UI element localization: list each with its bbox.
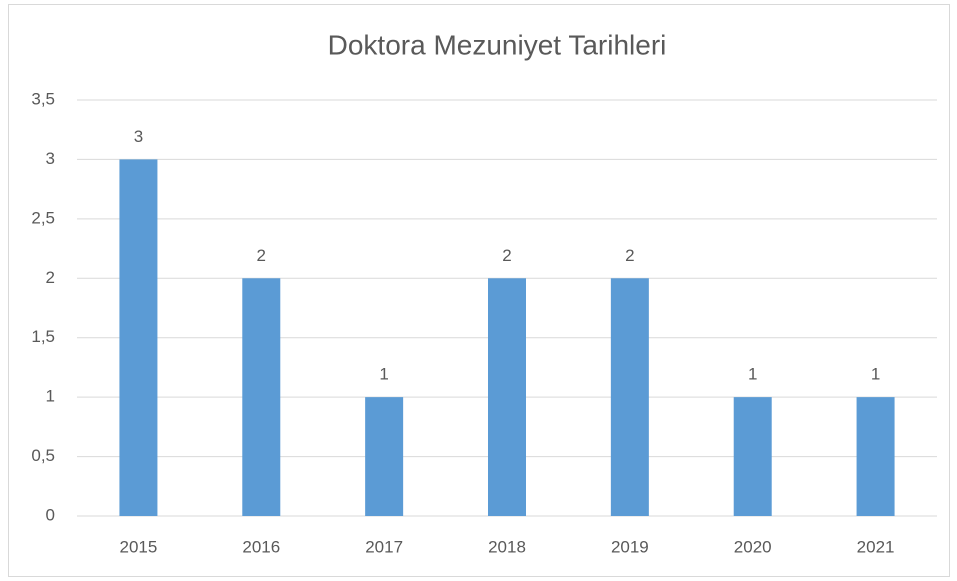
data-label: 1 [871, 365, 880, 384]
x-tick-label: 2017 [365, 537, 403, 556]
y-tick-label: 3 [46, 149, 55, 168]
bar [488, 278, 526, 516]
bar [733, 397, 772, 516]
bar [365, 397, 404, 516]
x-tick-label: 2016 [242, 537, 280, 556]
x-tick-label: 2021 [857, 537, 895, 556]
data-label: 1 [748, 365, 757, 384]
x-tick-label: 2018 [488, 537, 526, 556]
bar [119, 159, 158, 516]
y-tick-label: 0,5 [31, 446, 55, 465]
bar [610, 278, 649, 516]
y-tick-label: 1 [46, 387, 55, 406]
y-tick-label: 1,5 [31, 327, 55, 346]
x-tick-label: 2019 [611, 537, 649, 556]
y-tick-label: 0 [46, 505, 55, 524]
y-tick-label: 3,5 [31, 89, 55, 108]
data-label: 1 [379, 365, 388, 384]
data-label: 2 [625, 246, 634, 265]
data-label: 3 [134, 127, 143, 146]
data-label: 2 [502, 246, 511, 265]
x-tick-label: 2015 [120, 537, 158, 556]
bar [856, 397, 895, 516]
chart-title: Doktora Mezuniyet Tarihleri [328, 29, 667, 60]
bar [242, 278, 281, 516]
x-tick-label: 2020 [734, 537, 772, 556]
data-label: 2 [257, 246, 266, 265]
y-tick-label: 2 [46, 268, 55, 287]
y-tick-label: 2,5 [31, 208, 55, 227]
